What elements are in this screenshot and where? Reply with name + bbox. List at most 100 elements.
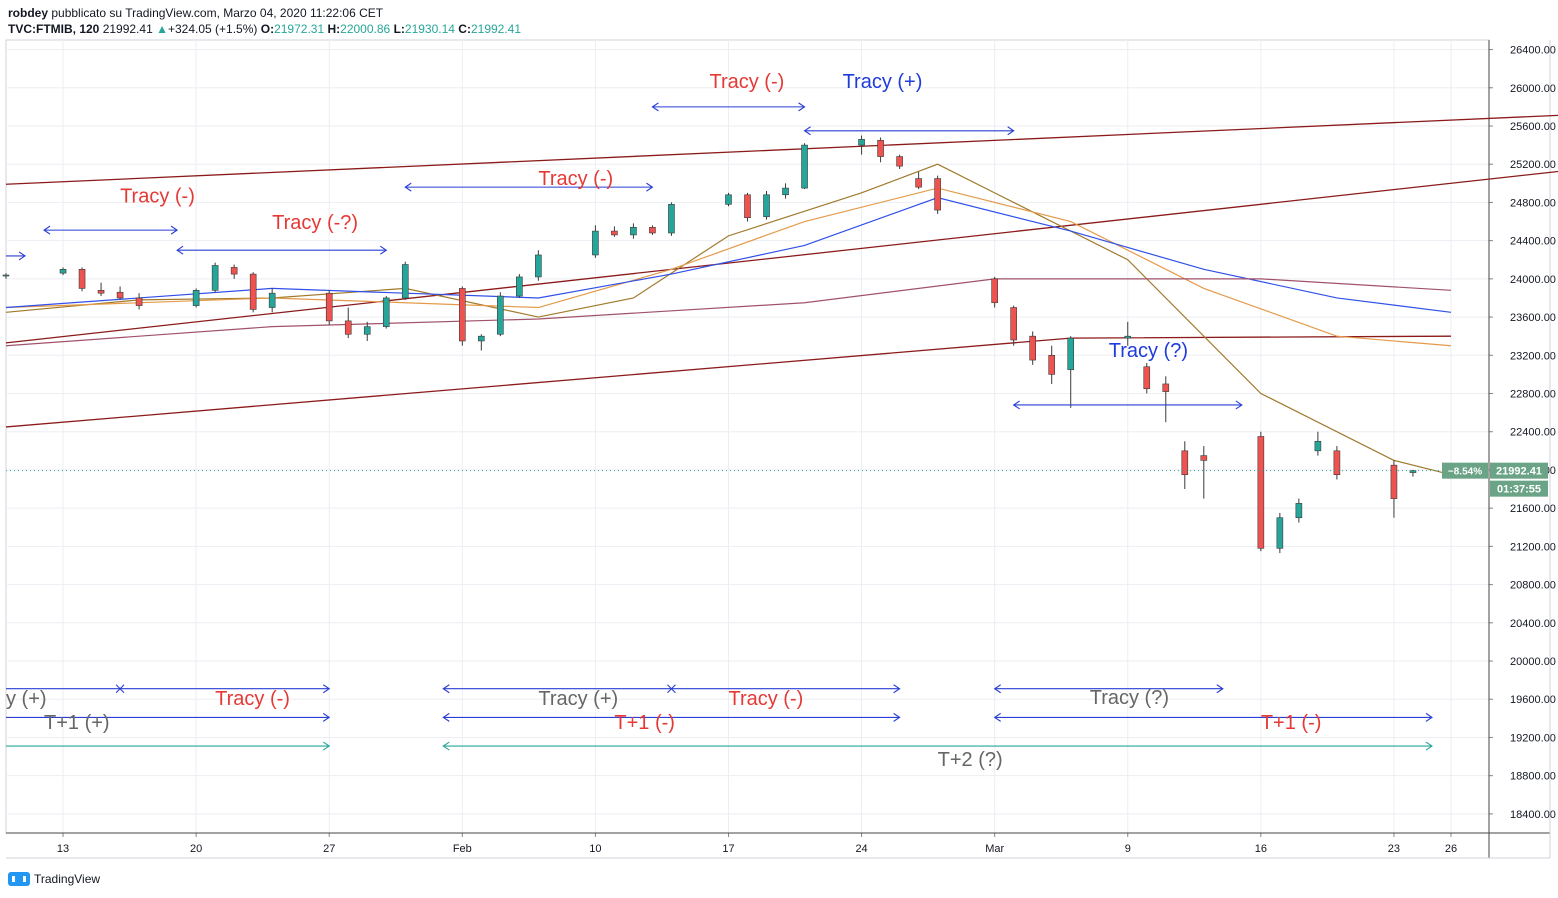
- y-tick-label: 24000.00: [1510, 274, 1556, 286]
- candle: [896, 154, 903, 169]
- y-tick-label: 22800.00: [1510, 389, 1556, 401]
- candle-body: [1067, 337, 1075, 370]
- low-label: L:: [393, 22, 405, 36]
- open-label: O:: [260, 22, 275, 36]
- candle-body: [344, 320, 352, 335]
- arrow-head: [170, 225, 179, 235]
- candle-body: [592, 230, 599, 256]
- last-price: 21992.41: [102, 22, 153, 36]
- candle-body: [1181, 450, 1189, 476]
- candle: [915, 171, 922, 190]
- candle-body: [249, 273, 257, 310]
- candle: [192, 288, 200, 308]
- candle-body: [116, 291, 124, 299]
- candle: [725, 192, 732, 207]
- candle: [1067, 336, 1075, 408]
- candle-body: [268, 292, 276, 308]
- candle: [135, 293, 143, 310]
- candle-body: [1048, 354, 1056, 375]
- candle: [782, 183, 789, 199]
- annotation-label: Tracy (+): [538, 688, 618, 710]
- candle-body: [1314, 440, 1322, 452]
- candle-body: [478, 335, 485, 342]
- candle: [1029, 331, 1036, 365]
- candle: [459, 286, 466, 346]
- y-tick-label: 23200.00: [1510, 350, 1556, 362]
- y-tick-label: 23600.00: [1510, 312, 1556, 324]
- candle-body: [1029, 335, 1036, 361]
- arrow-head: [993, 684, 1001, 694]
- candle: [1333, 446, 1341, 480]
- plot-area: [5, 39, 1490, 834]
- x-tick-label: 17: [722, 843, 734, 855]
- candle-body: [782, 187, 789, 196]
- annotation-label: T+1 (+): [44, 712, 110, 734]
- candle: [1314, 431, 1322, 456]
- annotation-label: Tracy (?): [1109, 340, 1188, 362]
- candle-body: [497, 295, 504, 335]
- arrow-head: [1425, 741, 1433, 751]
- arrow-head: [1007, 126, 1015, 136]
- candle-body: [1409, 470, 1417, 473]
- candle-body: [516, 276, 523, 297]
- moving-average-line: [5, 187, 1452, 347]
- x-tick-label: Mar: [985, 843, 1004, 855]
- annotation-label: Tracy (-): [709, 71, 784, 93]
- candle: [59, 267, 67, 276]
- candle-body: [725, 194, 732, 205]
- candle-body: [763, 194, 770, 218]
- arrow-head: [176, 245, 184, 255]
- candle: [516, 274, 523, 298]
- candle-body: [1143, 366, 1151, 390]
- candle: [1124, 321, 1132, 346]
- candle: [497, 292, 504, 337]
- x-tick-label: 27: [323, 843, 335, 855]
- arrow-head: [893, 712, 901, 722]
- arrow-head: [993, 712, 1001, 722]
- y-tick-label: 20800.00: [1510, 580, 1556, 592]
- x-tick-label: 16: [1255, 843, 1267, 855]
- x-tick-label: 23: [1388, 843, 1400, 855]
- candle-body: [668, 204, 675, 234]
- trend-line: [5, 170, 1558, 344]
- candle-body: [459, 288, 466, 342]
- annotation-label: Tracy (+): [843, 71, 923, 93]
- publish-text: pubblicato su TradingView.com, Marzo 04,…: [51, 6, 384, 20]
- candle: [1010, 305, 1017, 346]
- cross-mark: [115, 684, 125, 694]
- candle-body: [915, 178, 922, 188]
- candle: [1181, 441, 1189, 490]
- candle: [744, 192, 751, 222]
- arrow-head: [803, 126, 811, 136]
- pct-change-tag: [1442, 462, 1488, 479]
- footer-brand: TradingView: [8, 872, 100, 886]
- candle-body: [991, 278, 998, 304]
- y-tick-label: 25200.00: [1510, 159, 1556, 171]
- annotation-label: T+1 (-): [614, 712, 675, 734]
- candle: [801, 143, 808, 190]
- x-tick-label: 9: [1125, 843, 1131, 855]
- annotation-label: Tracy (-): [728, 688, 803, 710]
- candle-body: [1276, 517, 1284, 549]
- candle: [1257, 431, 1265, 552]
- x-tick-label: 26: [1445, 843, 1457, 855]
- arrow-head: [322, 712, 331, 722]
- candle-body: [1010, 307, 1017, 341]
- last-price-tag: [1490, 462, 1548, 479]
- candle-body: [59, 269, 67, 274]
- y-tick-label: 19600.00: [1510, 694, 1556, 706]
- arrow-head: [379, 245, 388, 255]
- candle-body: [858, 139, 865, 146]
- x-tick-label: 13: [57, 843, 69, 855]
- y-tick-label: 26400.00: [1510, 45, 1556, 57]
- candle: [382, 296, 390, 329]
- candle: [877, 137, 884, 163]
- arrow-head: [1012, 400, 1020, 410]
- candle: [230, 264, 238, 279]
- annotation-label: T+1 (-): [1261, 712, 1322, 734]
- arrow-head: [1216, 684, 1224, 694]
- y-tick-label: 19200.00: [1510, 732, 1556, 744]
- trend-line: [5, 114, 1558, 185]
- candle-body: [325, 292, 333, 322]
